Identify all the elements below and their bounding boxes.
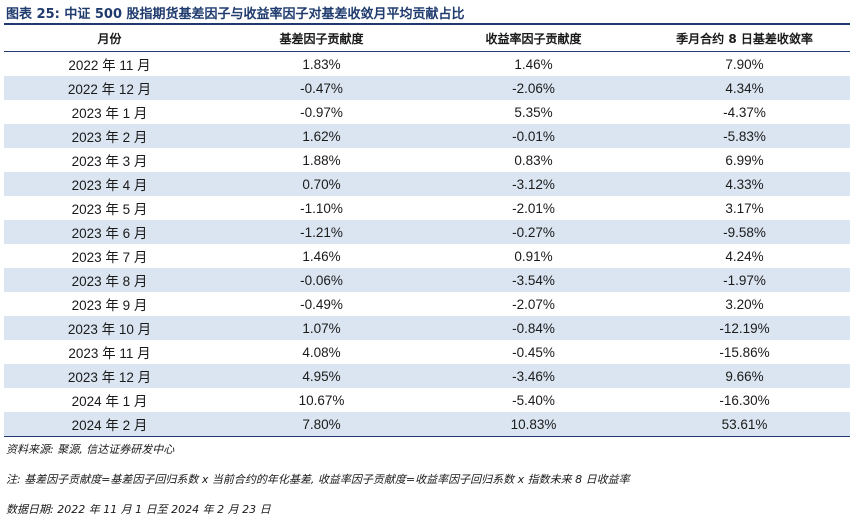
cell-return-factor: -0.27% (428, 220, 639, 244)
cell-convergence-rate: 6.99% (725, 152, 764, 168)
cell-return-factor: -0.84% (428, 316, 639, 340)
cell-convergence-rate: -12.19% (639, 316, 850, 340)
table-row: 2023 年 11 月 4.08% -0.45% -15.86% (4, 340, 850, 364)
cell-month: 2023 年 4 月 (4, 172, 215, 196)
table-row: 2023 年 8 月 -0.06% -3.54% -1.97% (4, 268, 850, 292)
column-header-month: 月份 (97, 32, 122, 46)
cell-month: 2023 年 11 月 (68, 346, 151, 361)
cell-basis-factor: -1.10% (300, 200, 343, 216)
cell-basis-factor: 1.62% (215, 124, 428, 148)
cell-basis-factor: -0.49% (300, 296, 343, 312)
cell-month: 2023 年 7 月 (71, 250, 148, 265)
cell-month: 2023 年 12 月 (4, 364, 215, 388)
cell-convergence-rate: 4.33% (639, 172, 850, 196)
cell-return-factor: -2.06% (428, 76, 639, 100)
table-row: 2023 年 1 月 -0.97% 5.35% -4.37% (4, 100, 850, 124)
table-row: 2024 年 1 月 10.67% -5.40% -16.30% (4, 388, 850, 412)
table-row: 2023 年 7 月 1.46% 0.91% 4.24% (4, 244, 850, 268)
cell-convergence-rate: -1.97% (639, 268, 850, 292)
cell-basis-factor: 1.46% (302, 248, 341, 264)
table-row: 2023 年 10 月 1.07% -0.84% -12.19% (4, 316, 850, 340)
cell-month: 2023 年 6 月 (4, 220, 215, 244)
cell-convergence-rate: 7.90% (725, 56, 764, 72)
table-row: 2024 年 2 月 7.80% 10.83% 53.61% (4, 412, 850, 437)
column-header-return-factor: 收益率因子贡献度 (485, 32, 582, 46)
cell-return-factor: 0.83% (514, 152, 553, 168)
cell-basis-factor: -1.21% (215, 220, 428, 244)
cell-convergence-rate: 4.34% (639, 76, 850, 100)
table-row: 2023 年 3 月 1.88% 0.83% 6.99% (4, 148, 850, 172)
cell-month: 2024 年 1 月 (71, 394, 148, 409)
cell-convergence-rate: -4.37% (723, 104, 766, 120)
cell-return-factor: 0.91% (514, 248, 553, 264)
cell-month: 2024 年 2 月 (4, 412, 215, 437)
cell-convergence-rate: 3.20% (725, 296, 764, 312)
cell-month: 2023 年 5 月 (71, 202, 148, 217)
cell-return-factor: -5.40% (512, 392, 555, 408)
cell-return-factor: -2.01% (512, 200, 555, 216)
contribution-table: 月份 基差因子贡献度 收益率因子贡献度 季月合约 8 日基差收敛率 2022 年… (4, 26, 850, 437)
cell-month: 2022 年 11 月 (68, 58, 151, 73)
cell-convergence-rate: 53.61% (639, 412, 850, 437)
cell-month: 2023 年 3 月 (71, 154, 148, 169)
cell-return-factor: 5.35% (514, 104, 553, 120)
table-row: 2023 年 4 月 0.70% -3.12% 4.33% (4, 172, 850, 196)
cell-return-factor: -3.12% (428, 172, 639, 196)
cell-return-factor: 10.83% (428, 412, 639, 437)
cell-basis-factor: -0.97% (300, 104, 343, 120)
cell-basis-factor: 7.80% (215, 412, 428, 437)
table-row: 2023 年 5 月 -1.10% -2.01% 3.17% (4, 196, 850, 220)
column-header-basis-factor: 基差因子贡献度 (279, 32, 364, 46)
cell-basis-factor: 1.88% (302, 152, 341, 168)
cell-convergence-rate: 4.24% (725, 248, 764, 264)
cell-month: 2023 年 9 月 (71, 298, 148, 313)
cell-month: 2023 年 8 月 (4, 268, 215, 292)
cell-convergence-rate: 9.66% (639, 364, 850, 388)
cell-month: 2022 年 12 月 (4, 76, 215, 100)
date-range-note: 数据日期: 2022 年 11 月 1 日至 2024 年 2 月 23 日 (6, 503, 271, 516)
header-row: 月份 基差因子贡献度 收益率因子贡献度 季月合约 8 日基差收敛率 (4, 26, 850, 52)
table-row: 2023 年 9 月 -0.49% -2.07% 3.20% (4, 292, 850, 316)
cell-return-factor: 1.46% (514, 56, 553, 72)
table-row: 2022 年 12 月 -0.47% -2.06% 4.34% (4, 76, 850, 100)
column-header-convergence-rate: 季月合约 8 日基差收敛率 (676, 32, 813, 46)
cell-basis-factor: 4.08% (302, 344, 341, 360)
cell-basis-factor: 4.95% (215, 364, 428, 388)
table-row: 2023 年 6 月 -1.21% -0.27% -9.58% (4, 220, 850, 244)
cell-return-factor: -0.45% (512, 344, 555, 360)
source-note: 资料来源: 聚源, 信达证券研发中心 (6, 443, 175, 456)
cell-basis-factor: 10.67% (298, 392, 345, 408)
cell-return-factor: -2.07% (512, 296, 555, 312)
cell-basis-factor: 0.70% (215, 172, 428, 196)
cell-basis-factor: 1.07% (215, 316, 428, 340)
cell-convergence-rate: -9.58% (639, 220, 850, 244)
cell-return-factor: -0.01% (428, 124, 639, 148)
cell-convergence-rate: 3.17% (725, 200, 764, 216)
table-row: 2022 年 11 月 1.83% 1.46% 7.90% (4, 52, 850, 77)
formula-note: 注: 基差因子贡献度=基差因子回归系数 x 当前合约的年化基差, 收益率因子贡献… (6, 473, 630, 486)
table-body: 2022 年 11 月 1.83% 1.46% 7.90% 2022 年 12 月 -0.… (4, 52, 850, 437)
cell-month: 2023 年 1 月 (71, 106, 148, 121)
cell-return-factor: -3.46% (428, 364, 639, 388)
cell-convergence-rate: -15.86% (719, 344, 770, 360)
cell-return-factor: -3.54% (428, 268, 639, 292)
cell-month: 2023 年 2 月 (4, 124, 215, 148)
cell-convergence-rate: -5.83% (639, 124, 850, 148)
table-row: 2023 年 12 月 4.95% -3.46% 9.66% (4, 364, 850, 388)
cell-basis-factor: 1.83% (302, 56, 341, 72)
cell-convergence-rate: -16.30% (719, 392, 770, 408)
title-rule (4, 23, 850, 25)
table-row: 2023 年 2 月 1.62% -0.01% -5.83% (4, 124, 850, 148)
figure-title: 图表 25: 中证 500 股指期货基差因子与收益率因子对基差收敛月平均贡献占比 (6, 7, 465, 22)
cell-basis-factor: -0.06% (215, 268, 428, 292)
cell-basis-factor: -0.47% (215, 76, 428, 100)
cell-month: 2023 年 10 月 (4, 316, 215, 340)
